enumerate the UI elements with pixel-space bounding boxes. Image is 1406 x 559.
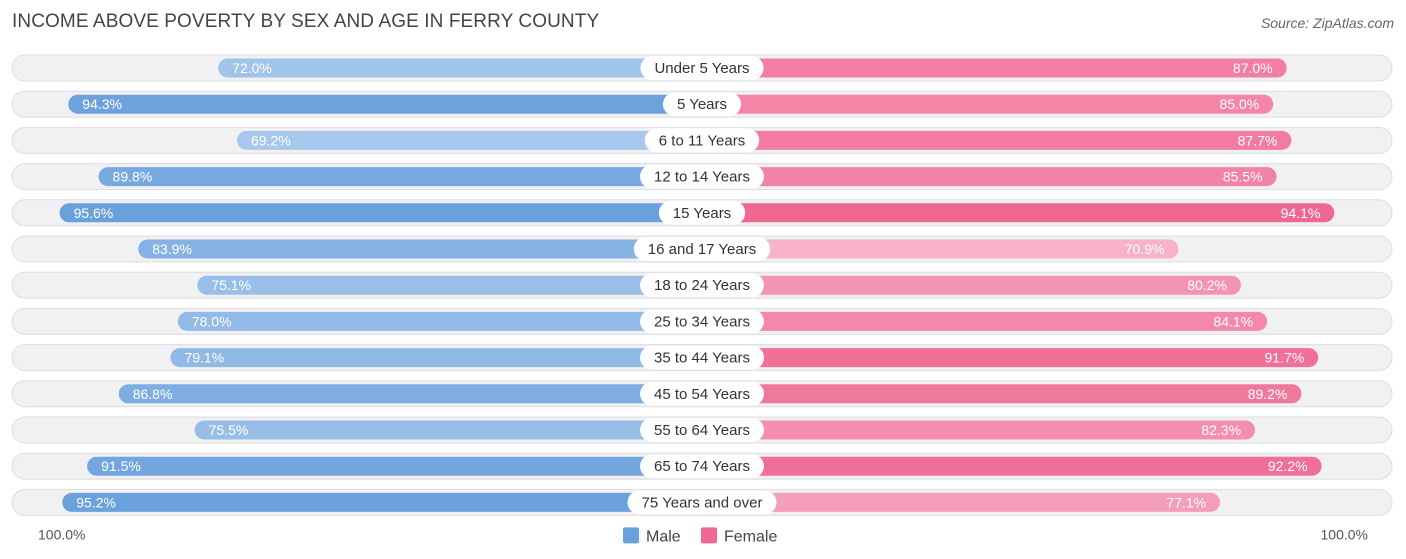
category-pill <box>640 309 764 334</box>
legend-swatch-female <box>701 527 717 544</box>
male-value-label: 95.2% <box>76 494 116 510</box>
female-bar[interactable] <box>702 311 1268 331</box>
category-label: 6 to 11 Years <box>659 132 745 149</box>
female-value-label: 80.2% <box>1187 277 1227 293</box>
category-label: 55 to 64 Years <box>654 422 750 439</box>
male-bar[interactable] <box>177 311 703 331</box>
female-value-label: 85.5% <box>1223 169 1263 185</box>
category-pill <box>633 237 771 261</box>
male-value-label: 78.0% <box>192 313 232 329</box>
category-label: 35 to 44 Years <box>654 350 750 367</box>
female-bar[interactable] <box>702 384 1302 404</box>
chart-source: Source: ZipAtlas.com <box>1260 15 1394 31</box>
category-label: 45 to 54 Years <box>654 386 750 403</box>
category-pill <box>640 164 764 189</box>
male-value-label: 89.8% <box>113 169 153 185</box>
category-pill <box>640 454 764 479</box>
male-bar[interactable] <box>218 58 702 78</box>
category-pill <box>644 128 760 153</box>
male-bar[interactable] <box>170 348 702 368</box>
female-bar[interactable] <box>702 58 1287 78</box>
chart-title: INCOME ABOVE POVERTY BY SEX AND AGE IN F… <box>12 11 600 32</box>
male-bar[interactable] <box>194 420 702 440</box>
male-bar[interactable] <box>62 492 703 512</box>
female-value-label: 94.1% <box>1281 205 1321 221</box>
female-value-label: 84.1% <box>1213 313 1253 329</box>
male-value-label: 91.5% <box>101 458 141 474</box>
male-value-label: 83.9% <box>152 241 192 257</box>
male-bar[interactable] <box>98 167 702 187</box>
female-bar[interactable] <box>702 203 1335 223</box>
male-value-label: 94.3% <box>82 96 122 112</box>
female-bar[interactable] <box>702 167 1277 187</box>
female-value-label: 92.2% <box>1268 458 1308 474</box>
female-bar[interactable] <box>702 239 1179 259</box>
female-bar[interactable] <box>702 130 1292 150</box>
legend-label-female: Female <box>724 528 777 545</box>
female-value-label: 89.2% <box>1248 386 1288 402</box>
female-value-label: 85.0% <box>1219 96 1259 112</box>
category-label: 15 Years <box>673 205 731 222</box>
category-pill <box>640 381 764 406</box>
male-bar[interactable] <box>59 203 703 223</box>
category-pill <box>640 56 764 80</box>
category-label: 25 to 34 Years <box>654 313 750 330</box>
female-bar[interactable] <box>702 456 1322 476</box>
category-label: 65 to 74 Years <box>654 458 750 475</box>
category-label: 12 to 14 Years <box>654 169 750 186</box>
male-value-label: 86.8% <box>133 386 173 402</box>
category-label: 5 Years <box>677 96 727 113</box>
male-bar[interactable] <box>236 130 702 150</box>
female-value-label: 77.1% <box>1166 494 1206 510</box>
male-value-label: 72.0% <box>232 60 272 76</box>
category-label: 75 Years and over <box>642 494 763 511</box>
category-pill <box>658 200 746 225</box>
category-label: Under 5 Years <box>654 60 749 77</box>
male-value-label: 95.6% <box>74 205 114 221</box>
category-pill <box>627 490 777 515</box>
female-bar[interactable] <box>702 492 1221 512</box>
category-label: 18 to 24 Years <box>654 277 750 294</box>
category-label: 16 and 17 Years <box>648 241 756 258</box>
category-pill <box>640 273 764 298</box>
axis-left-label: 100.0% <box>38 526 85 542</box>
female-bar[interactable] <box>702 348 1319 368</box>
category-pill <box>640 345 764 370</box>
category-pill <box>640 418 764 442</box>
female-value-label: 87.7% <box>1238 132 1278 148</box>
legend-swatch-male <box>623 527 639 544</box>
female-bar[interactable] <box>702 420 1256 440</box>
female-value-label: 82.3% <box>1201 422 1241 438</box>
male-bar[interactable] <box>197 275 702 295</box>
male-value-label: 75.5% <box>209 422 249 438</box>
female-bar[interactable] <box>702 275 1241 295</box>
axis-right-label: 100.0% <box>1321 526 1368 542</box>
male-value-label: 79.1% <box>184 350 224 366</box>
female-bar[interactable] <box>702 94 1274 114</box>
male-bar[interactable] <box>87 456 703 476</box>
female-value-label: 91.7% <box>1265 350 1305 366</box>
male-bar[interactable] <box>138 239 702 259</box>
male-bar[interactable] <box>118 384 703 404</box>
category-pill <box>662 92 742 117</box>
male-value-label: 69.2% <box>251 132 291 148</box>
female-value-label: 70.9% <box>1125 241 1165 257</box>
male-value-label: 75.1% <box>211 277 251 293</box>
female-value-label: 87.0% <box>1233 60 1273 76</box>
legend-label-male: Male <box>646 528 681 545</box>
male-bar[interactable] <box>68 94 702 114</box>
